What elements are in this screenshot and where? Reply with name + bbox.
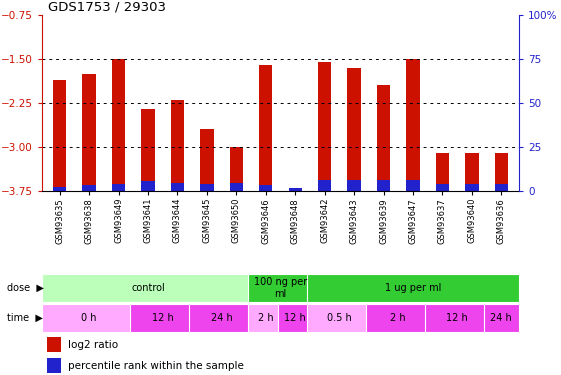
Bar (288, 188, 302, 191)
Bar (229, 147, 243, 191)
Bar (347, 180, 361, 191)
Bar (484, 304, 519, 332)
Bar (130, 304, 195, 332)
Bar (318, 62, 332, 191)
Bar (248, 304, 283, 332)
Bar (141, 109, 155, 191)
Bar (42, 274, 254, 302)
Bar (406, 59, 420, 191)
Bar (259, 65, 273, 191)
Bar (436, 153, 449, 191)
Bar (259, 185, 273, 191)
Text: 0 h: 0 h (81, 313, 97, 323)
Bar (377, 86, 390, 191)
Text: GDS1753 / 29303: GDS1753 / 29303 (48, 1, 165, 14)
Text: time  ▶: time ▶ (7, 313, 43, 323)
Bar (229, 183, 243, 191)
Text: dose  ▶: dose ▶ (7, 283, 44, 293)
Bar (82, 185, 96, 191)
Bar (42, 304, 136, 332)
Bar (465, 184, 479, 191)
Bar (307, 304, 372, 332)
Bar (425, 304, 490, 332)
Bar (278, 304, 313, 332)
Text: 12 h: 12 h (447, 313, 468, 323)
Text: 0.5 h: 0.5 h (327, 313, 352, 323)
Text: control: control (131, 283, 165, 293)
Bar (406, 180, 420, 191)
Text: percentile rank within the sample: percentile rank within the sample (68, 361, 244, 371)
Bar (171, 183, 184, 191)
Bar (495, 184, 508, 191)
Text: 24 h: 24 h (211, 313, 232, 323)
Bar (288, 189, 302, 191)
Bar (248, 274, 313, 302)
Bar (47, 337, 61, 352)
Bar (112, 59, 125, 191)
Bar (171, 100, 184, 191)
Text: 2 h: 2 h (258, 313, 274, 323)
Text: log2 ratio: log2 ratio (68, 340, 118, 350)
Bar (53, 187, 66, 191)
Text: 1 ug per ml: 1 ug per ml (385, 283, 441, 293)
Bar (465, 153, 479, 191)
Bar (189, 304, 254, 332)
Text: 12 h: 12 h (152, 313, 173, 323)
Text: 2 h: 2 h (390, 313, 406, 323)
Bar (47, 358, 61, 373)
Text: 100 ng per
ml: 100 ng per ml (254, 277, 307, 299)
Bar (307, 274, 519, 302)
Bar (112, 184, 125, 191)
Bar (495, 153, 508, 191)
Bar (82, 74, 96, 191)
Bar (436, 184, 449, 191)
Bar (200, 184, 214, 191)
Bar (347, 68, 361, 191)
Text: 24 h: 24 h (490, 313, 512, 323)
Text: 12 h: 12 h (284, 313, 306, 323)
Bar (200, 129, 214, 191)
Bar (377, 180, 390, 191)
Bar (53, 80, 66, 191)
Bar (366, 304, 431, 332)
Bar (318, 180, 332, 191)
Bar (141, 181, 155, 191)
